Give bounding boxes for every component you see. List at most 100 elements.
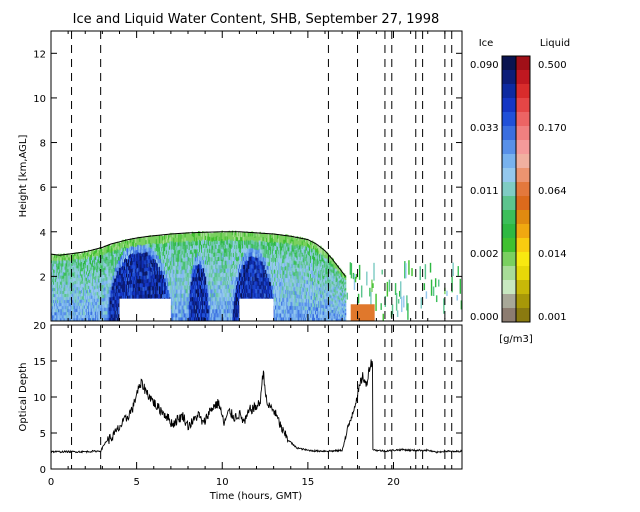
cloud-cell: [185, 280, 188, 286]
cloud-cell: [120, 277, 123, 282]
cloud-cell: [179, 269, 181, 274]
cloud-cell: [217, 304, 219, 310]
cloud-cell: [95, 269, 97, 273]
cloud-cell: [166, 238, 168, 243]
cloud-cell: [247, 236, 249, 241]
cloud-cell: [208, 309, 210, 314]
cloud-cell: [132, 268, 134, 273]
cloud-cell: [73, 262, 76, 266]
cloud-cell: [53, 262, 55, 267]
cloud-cell: [266, 257, 269, 262]
cloud-cell: [226, 308, 229, 314]
cloud-cell: [198, 255, 201, 261]
cloud-cell: [219, 296, 221, 302]
cloud-cell: [264, 241, 267, 247]
cloud-cell: [52, 296, 54, 301]
cloud-cell: [191, 272, 194, 277]
cloud-cell: [207, 284, 209, 290]
cloud-cell: [172, 276, 174, 282]
cloud-cell: [265, 269, 268, 274]
cloud-cell: [93, 307, 95, 312]
cloud-cell: [80, 314, 83, 319]
cloud-cell: [110, 255, 113, 260]
cloud-cell: [230, 296, 233, 302]
cloud-cell: [186, 248, 189, 253]
cloud-cell: [213, 264, 215, 270]
cloud-cell: [120, 291, 123, 296]
cloud-cell: [62, 308, 64, 313]
cloud-cell: [72, 290, 75, 295]
cloud-cell: [128, 255, 130, 260]
cloud-cell: [214, 272, 216, 277]
cloud-cell: [63, 308, 65, 313]
cloud-cell: [103, 311, 105, 315]
cloud-cell: [188, 265, 191, 270]
cloud-cell: [98, 314, 100, 319]
cloud-cell: [230, 252, 233, 257]
cloud-cell: [278, 281, 280, 286]
cloud-cell: [253, 248, 255, 253]
cloud-cell: [152, 262, 155, 267]
cloud-cell: [101, 268, 103, 272]
cloud-cell: [191, 276, 194, 281]
cloud-cell: [258, 280, 260, 286]
cloud-cell: [215, 232, 217, 237]
cloud-cell: [204, 308, 206, 314]
cloud-cell: [76, 268, 79, 272]
cloud-cell: [201, 252, 203, 257]
cloud-cell: [99, 304, 101, 308]
cloud-cell: [84, 314, 87, 319]
cloud-cell: [204, 300, 206, 306]
cloud-cell: [213, 236, 215, 241]
cloud-cell: [243, 240, 245, 245]
cloud-cell: [179, 249, 181, 254]
cloud-cell: [262, 252, 265, 258]
cloud-cell: [107, 310, 109, 315]
cloud-cell: [167, 273, 169, 279]
cloud-cell: [264, 249, 267, 255]
cloud-cell: [198, 296, 201, 302]
cloud-cell: [114, 242, 117, 247]
cloud-cell: [197, 235, 200, 240]
cloud-cell: [98, 265, 100, 270]
cloud-cell: [234, 304, 237, 310]
cloud-cell: [240, 232, 242, 238]
cloud-cell: [252, 264, 254, 269]
cloud-cell: [250, 235, 252, 241]
cloud-cell: [262, 264, 265, 270]
cloud-cell: [85, 283, 88, 288]
cloud-cell: [172, 292, 174, 298]
cloud-cell: [66, 275, 68, 279]
cloud-cell: [148, 243, 151, 248]
cloud-cell: [234, 308, 237, 314]
cloud-cell: [116, 252, 119, 257]
cloud-cell: [196, 316, 199, 321]
cloud-cell: [246, 263, 248, 269]
cloud-cell: [63, 274, 65, 279]
cloud-cell: [181, 246, 183, 251]
cloud-cell: [183, 305, 185, 310]
cloud-cell: [173, 269, 175, 274]
cloud-cell: [106, 300, 108, 305]
cloud-cell: [202, 280, 204, 285]
cloud-cell: [268, 277, 271, 282]
cloud-cell: [188, 261, 191, 266]
cloud-cell: [242, 244, 244, 249]
cloud-cell: [148, 247, 151, 252]
cloud-cell: [63, 265, 65, 270]
cloud-cell: [68, 278, 70, 282]
cloud-cell: [224, 236, 227, 241]
cloud-cell: [212, 285, 214, 290]
cloud-cell: [192, 248, 195, 254]
cloud-cell: [180, 289, 182, 294]
cloud-cell: [202, 247, 204, 252]
cloud-cell: [59, 263, 61, 268]
cloud-cell: [64, 278, 66, 282]
cloud-cell: [53, 272, 55, 276]
cloud-cell: [79, 269, 82, 273]
cloud-cell: [247, 268, 249, 274]
cloud-cell: [204, 256, 206, 262]
cloud-cell: [159, 235, 162, 240]
cloud-cell: [73, 252, 76, 257]
cloud-cell: [182, 288, 184, 294]
